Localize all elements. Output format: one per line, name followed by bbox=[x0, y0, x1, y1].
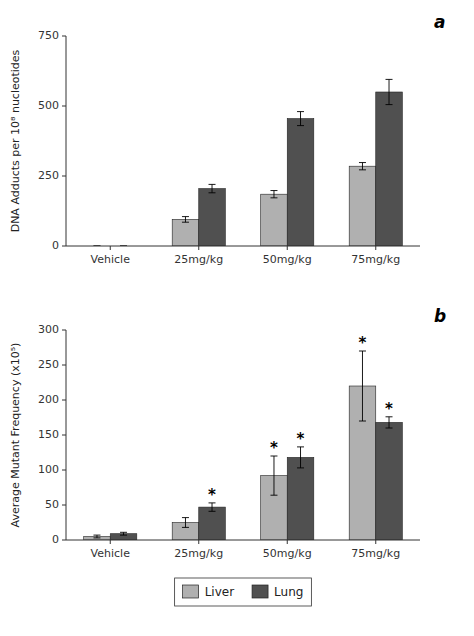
bar bbox=[199, 189, 226, 246]
error-bar bbox=[359, 351, 366, 421]
y-tick-label: 750 bbox=[38, 29, 59, 42]
x-tick bbox=[198, 540, 199, 544]
x-tick-label: Vehicle bbox=[91, 253, 131, 266]
bar bbox=[261, 194, 288, 246]
y-tick-label: 500 bbox=[38, 99, 59, 112]
chart-root: 0250500750Vehicle25mg/kg50mg/kg75mg/kgDN… bbox=[0, 0, 474, 636]
x-tick-label: 75mg/kg bbox=[351, 547, 400, 560]
y-tick-label: 0 bbox=[52, 533, 59, 546]
error-bar bbox=[297, 447, 304, 468]
y-tick-label: 150 bbox=[38, 428, 59, 441]
legend-frame bbox=[175, 578, 312, 606]
error-bar bbox=[270, 456, 277, 495]
y-tick bbox=[62, 435, 66, 436]
panel-label: a bbox=[434, 12, 445, 32]
y-tick-label: 300 bbox=[38, 323, 59, 336]
y-tick bbox=[62, 176, 66, 177]
significance-star: * bbox=[297, 430, 305, 448]
y-tick bbox=[62, 470, 66, 471]
error-bar bbox=[120, 532, 127, 535]
y-axis-label: DNA Adducts per 10⁸ nucleotides bbox=[9, 49, 22, 232]
error-bar bbox=[359, 163, 366, 170]
x-tick-label: 25mg/kg bbox=[174, 253, 223, 266]
error-bar bbox=[209, 503, 216, 511]
bar bbox=[287, 457, 314, 540]
x-axis-line bbox=[66, 246, 420, 247]
y-tick bbox=[62, 330, 66, 331]
marks bbox=[84, 351, 403, 540]
y-tick bbox=[62, 365, 66, 366]
panel: * * * * * 0 50 100 150 200 250 300 Vehicle 25mg/kg 50m… bbox=[9, 306, 446, 606]
panel-label: b bbox=[434, 306, 446, 326]
bar bbox=[199, 507, 226, 540]
significance-star: * bbox=[359, 334, 367, 352]
y-tick-label: 250 bbox=[38, 169, 59, 182]
error-bar bbox=[297, 112, 304, 126]
significance-star: * bbox=[270, 439, 278, 457]
legend: Liver Lung bbox=[175, 578, 312, 606]
x-tick-label: 75mg/kg bbox=[351, 253, 400, 266]
y-axis-label: Average Mutant Frequency (x10⁵) bbox=[9, 343, 22, 528]
y-tick bbox=[62, 246, 66, 247]
y-tick bbox=[62, 505, 66, 506]
x-tick bbox=[287, 246, 288, 250]
significance-star: * bbox=[208, 486, 216, 504]
y-tick bbox=[62, 400, 66, 401]
y-tick bbox=[62, 540, 66, 541]
x-tick bbox=[375, 246, 376, 250]
error-bar bbox=[386, 79, 393, 104]
bar bbox=[287, 119, 314, 246]
panel: 0 250 500 750 Vehicle 25mg/kg 50mg/kg 75mg/kg DN… bbox=[9, 12, 445, 266]
x-tick bbox=[198, 246, 199, 250]
bar bbox=[376, 422, 403, 540]
legend-swatch bbox=[252, 585, 268, 598]
legend-label: Liver bbox=[205, 585, 235, 599]
legend-label: Lung bbox=[274, 585, 303, 599]
y-axis-line bbox=[66, 36, 67, 246]
x-tick-label: 25mg/kg bbox=[174, 547, 223, 560]
error-bar bbox=[386, 417, 393, 428]
error-bar bbox=[182, 518, 189, 528]
x-tick bbox=[110, 540, 111, 544]
bar bbox=[349, 166, 376, 246]
bar bbox=[172, 219, 199, 246]
x-tick bbox=[375, 540, 376, 544]
marks bbox=[93, 79, 402, 246]
y-tick-label: 100 bbox=[38, 463, 59, 476]
y-tick-label: 0 bbox=[52, 239, 59, 252]
x-tick-label: 50mg/kg bbox=[263, 253, 312, 266]
legend-swatch bbox=[183, 585, 199, 598]
y-tick-label: 250 bbox=[38, 358, 59, 371]
x-tick bbox=[110, 246, 111, 250]
error-bar bbox=[93, 535, 100, 538]
y-tick-label: 200 bbox=[38, 393, 59, 406]
error-bar bbox=[270, 191, 277, 198]
x-tick bbox=[287, 540, 288, 544]
y-tick-label: 50 bbox=[45, 498, 59, 511]
x-tick-label: Vehicle bbox=[91, 547, 131, 560]
error-bar bbox=[209, 184, 216, 192]
y-tick bbox=[62, 36, 66, 37]
x-axis-line bbox=[66, 540, 420, 541]
bar bbox=[376, 92, 403, 246]
error-bar bbox=[182, 217, 189, 223]
significance-star: * bbox=[385, 400, 393, 418]
y-tick bbox=[62, 106, 66, 107]
x-tick-label: 50mg/kg bbox=[263, 547, 312, 560]
